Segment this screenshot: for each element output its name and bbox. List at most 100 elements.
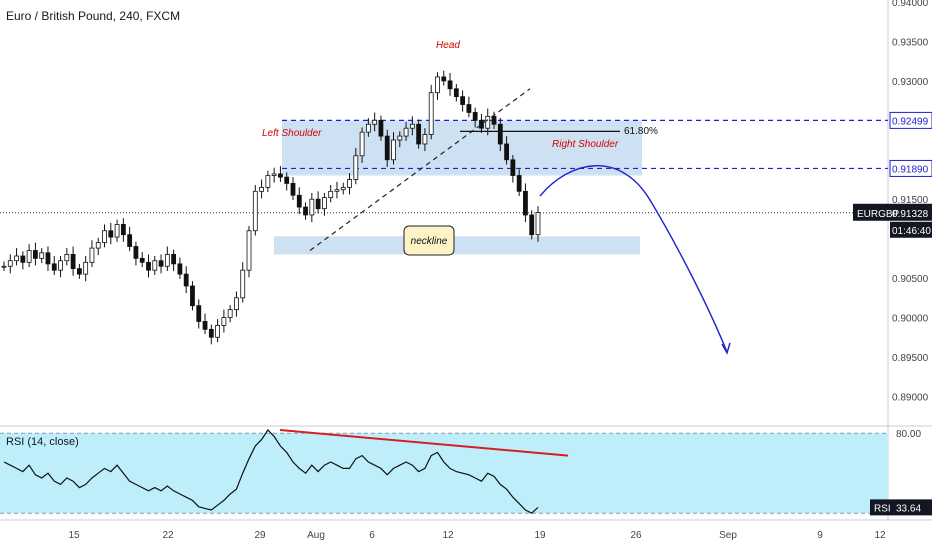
neckline-badge <box>403 225 455 256</box>
candle-body <box>303 206 308 216</box>
candle-body <box>296 194 302 208</box>
candle-body <box>83 261 89 275</box>
candle-body <box>441 76 447 82</box>
right-shoulder-label: Right Shoulder <box>552 139 619 150</box>
last-price-badge <box>853 203 932 221</box>
candle-body <box>422 134 428 145</box>
candle-body <box>259 186 264 192</box>
price-tick-label: 0.91500 <box>892 195 929 206</box>
candle-body <box>39 252 45 259</box>
candle-body <box>447 80 453 90</box>
candle-body <box>504 143 509 161</box>
candle-body <box>491 115 497 125</box>
candle-body <box>466 104 472 113</box>
projection-arrowhead <box>721 342 731 355</box>
candle-body <box>523 190 528 216</box>
candle-body <box>328 190 334 199</box>
x-tick-label: 26 <box>630 530 642 541</box>
chart-title: Euro / British Pound, 240, FXCM <box>6 9 181 23</box>
countdown-badge <box>890 221 932 238</box>
candle-body <box>202 321 208 330</box>
candle-body <box>321 197 327 210</box>
candles <box>1 70 541 345</box>
level-price-label: 0.92499 <box>892 116 929 127</box>
candle-body <box>479 119 484 129</box>
candle-body <box>428 92 434 135</box>
x-tick-label: 19 <box>534 530 546 541</box>
candle-body <box>246 230 252 271</box>
last-price-symbol: EURGBP <box>857 209 900 220</box>
candle-body <box>284 176 290 184</box>
candle-body <box>278 173 283 178</box>
candle-body <box>221 317 227 326</box>
candle-body <box>133 246 139 259</box>
candle-body <box>365 123 371 133</box>
last-price-value: 0.91328 <box>892 209 929 220</box>
candle-body <box>453 88 459 98</box>
candle-body <box>529 214 535 236</box>
candle-body <box>359 131 365 157</box>
neckline-zone <box>274 236 640 255</box>
candle-body <box>347 179 352 188</box>
candle-body <box>497 123 503 145</box>
candle-body <box>33 250 38 259</box>
candle-body <box>353 155 359 180</box>
candle-body <box>208 328 214 338</box>
rsi-badge-label: RSI <box>874 503 891 514</box>
candle-body <box>227 309 233 318</box>
rsi-title: RSI (14, close) <box>6 436 79 448</box>
candle-body <box>397 135 403 141</box>
candle-body <box>58 260 63 271</box>
rsi-band <box>0 433 888 514</box>
candle-body <box>190 285 195 307</box>
candle-body <box>290 183 296 196</box>
candle-body <box>158 260 164 267</box>
candle-body <box>510 159 516 176</box>
candle-body <box>391 139 396 161</box>
candle-body <box>114 224 120 238</box>
candle-body <box>416 123 422 145</box>
candle-body <box>183 273 189 287</box>
price-tick-label: 0.94000 <box>892 0 929 9</box>
price-tick-label: 0.90000 <box>892 314 929 325</box>
candle-body <box>271 173 277 176</box>
candle-body <box>102 230 107 243</box>
level-price-label: 0.91890 <box>892 164 929 175</box>
candle-body <box>234 297 239 311</box>
candle-body <box>460 96 466 105</box>
candle-body <box>252 190 258 232</box>
candle-body <box>340 186 346 191</box>
candle-body <box>51 263 57 271</box>
left-shoulder-label: Left Shoulder <box>262 128 322 139</box>
candle-body <box>215 325 221 338</box>
head-label: Head <box>436 40 460 51</box>
price-tick-label: 0.89000 <box>892 392 929 403</box>
candle-body <box>472 112 478 121</box>
candle-body <box>152 260 158 271</box>
x-tick-label: Aug <box>307 530 325 541</box>
x-tick-label: 6 <box>369 530 375 541</box>
rsi-divergence-line <box>279 429 569 457</box>
x-tick-label: 12 <box>442 530 454 541</box>
candle-body <box>127 234 133 247</box>
candle-body <box>1 265 7 268</box>
price-tick-label: 0.93000 <box>892 77 929 88</box>
x-tick-label: 15 <box>68 530 80 541</box>
candle-body <box>146 261 151 271</box>
price-tick-label: 0.90500 <box>892 274 929 285</box>
candle-body <box>409 123 415 129</box>
candle-body <box>20 255 26 263</box>
candle-body <box>108 230 114 238</box>
candle-body <box>7 260 13 267</box>
candle-body <box>95 242 101 249</box>
candle-body <box>309 198 315 216</box>
candle-body <box>516 175 522 192</box>
candle-body <box>378 119 384 137</box>
rsi-axis-label: 80.00 <box>896 429 921 440</box>
level-price-badge <box>889 159 932 177</box>
candle-body <box>384 135 390 161</box>
candle-body <box>177 263 183 275</box>
candle-body <box>240 269 246 299</box>
rsi-value-badge <box>870 499 932 516</box>
